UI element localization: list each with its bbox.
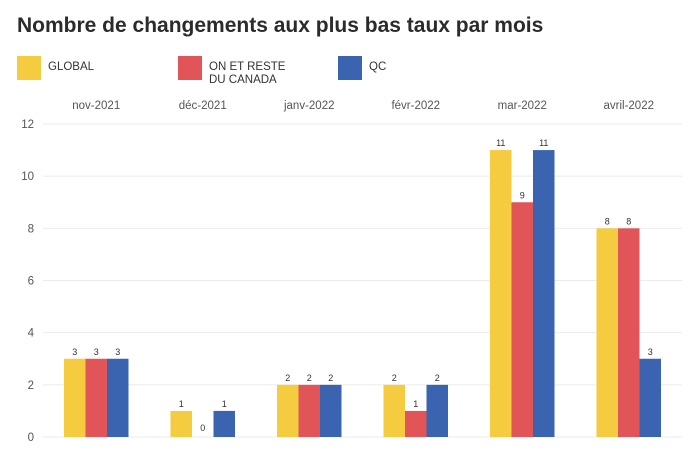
data-label-on-et-reste-du-canada-avril-2022: 8 (626, 216, 631, 226)
legend-label-global: GLOBAL (48, 61, 95, 73)
bar-on-et-reste-du-canada-nov-2021 (85, 358, 107, 437)
data-label-global-mar-2022: 11 (496, 138, 505, 148)
data-label-global-janv-2022: 2 (285, 373, 290, 383)
data-label-global-nov-2021: 3 (72, 347, 77, 357)
x-tick-label-fevr-2022: févr-2022 (391, 100, 440, 112)
bar-qc-nov-2021 (107, 358, 129, 437)
bar-on-et-reste-du-canada-mar-2022 (511, 202, 533, 437)
data-label-on-et-reste-du-canada-mar-2022: 9 (520, 190, 525, 200)
data-label-qc-mar-2022: 11 (539, 138, 548, 148)
legend-swatch-on-reste-canada (178, 56, 202, 80)
legend-item-on-reste-canada: ON ET RESTE DU CANADA (178, 56, 285, 87)
data-label-qc-nov-2021: 3 (115, 347, 120, 357)
data-label-on-et-reste-du-canada-fevr-2022: 1 (413, 399, 418, 409)
x-tick-label-nov-2021: nov-2021 (72, 100, 120, 112)
legend-label-qc: QC (369, 61, 387, 73)
bar-qc-dec-2021 (213, 410, 235, 437)
data-label-global-fevr-2022: 2 (392, 373, 397, 383)
y-tick-label-4: 4 (28, 328, 35, 340)
legend-swatch-qc (338, 56, 362, 80)
data-label-on-et-reste-du-canada-nov-2021: 3 (94, 347, 99, 357)
bar-global-fevr-2022 (383, 384, 405, 437)
legend-item-qc: QC (338, 56, 386, 80)
bar-global-mar-2022 (490, 150, 512, 438)
y-tick-label-12: 12 (21, 119, 34, 131)
x-tick-label-mar-2022: mar-2022 (498, 100, 547, 112)
y-tick-label-0: 0 (28, 432, 34, 444)
data-label-qc-dec-2021: 1 (222, 399, 227, 409)
y-tick-label-6: 6 (28, 276, 34, 288)
bar-on-et-reste-du-canada-janv-2022 (298, 384, 320, 437)
bar-qc-mar-2022 (533, 150, 555, 438)
legend-label-on-reste-canada: ON ET RESTE DU CANADA (209, 61, 286, 86)
data-label-global-dec-2021: 1 (179, 399, 184, 409)
bar-global-janv-2022 (277, 384, 299, 437)
bar-qc-fevr-2022 (426, 384, 448, 437)
legend-item-global: GLOBAL (17, 56, 94, 80)
bar-global-avril-2022 (596, 228, 618, 437)
data-label-qc-avril-2022: 3 (648, 347, 653, 357)
x-tick-label-janv-2022: janv-2022 (283, 100, 335, 112)
y-tick-label-10: 10 (21, 171, 34, 183)
y-tick-label-2: 2 (28, 380, 34, 392)
data-label-on-et-reste-du-canada-dec-2021: 0 (200, 423, 205, 433)
data-label-qc-janv-2022: 2 (328, 373, 333, 383)
y-tick-label-8: 8 (28, 223, 34, 235)
bar-on-et-reste-du-canada-fevr-2022 (405, 410, 427, 437)
data-label-on-et-reste-du-canada-janv-2022: 2 (307, 373, 312, 383)
bar-on-et-reste-du-canada-avril-2022 (618, 228, 640, 437)
data-label-global-avril-2022: 8 (605, 216, 610, 226)
bar-qc-janv-2022 (320, 384, 342, 437)
x-tick-label-dec-2021: déc-2021 (179, 100, 227, 112)
data-label-qc-fevr-2022: 2 (435, 373, 440, 383)
bar-global-nov-2021 (64, 358, 86, 437)
legend-swatch-global (17, 56, 41, 80)
bar-global-dec-2021 (170, 410, 192, 437)
chart-legend: GLOBAL ON ET RESTE DU CANADA QC (0, 56, 690, 90)
bar-qc-avril-2022 (639, 358, 661, 437)
x-tick-label-avril-2022: avril-2022 (604, 100, 655, 112)
chart-title: Nombre de changements aux plus bas taux … (17, 14, 544, 37)
